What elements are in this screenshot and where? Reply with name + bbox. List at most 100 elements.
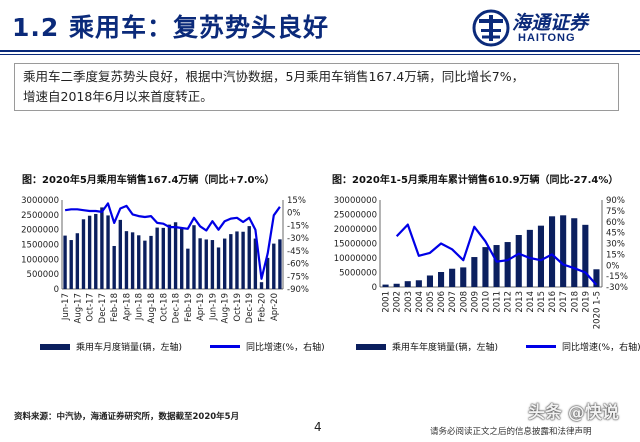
chart2-x-tick-label: 2015 (537, 291, 547, 313)
chart2-bar (560, 215, 567, 287)
chart1-left-tick-label: 1500000 (21, 241, 59, 251)
line-swatch-icon (526, 345, 557, 348)
chart1-left-tick-label: 0 (54, 285, 59, 295)
chart2-bar (482, 247, 489, 287)
chart2-bar (548, 216, 556, 287)
chart2-legend-bar: 乘用车年度销量(辆，左轴) (356, 340, 498, 353)
chart2-left-tick-label: 0 (372, 283, 377, 293)
chart1-monthly-sales: 0 500000 1000000 1500000 2000000 2500000 30000… (21, 196, 309, 323)
disclaimer-note: 请务必阅读正文之后的信息披露和法律声明 (430, 427, 592, 437)
line-swatch-icon (210, 345, 241, 348)
haitong-emblem-icon (472, 9, 510, 47)
bar-swatch-icon (40, 343, 70, 350)
chart1-x-tick-label: Jun-17 (61, 293, 71, 321)
chart2-bar (593, 269, 600, 287)
chart1-bar (167, 224, 172, 289)
chart1-bar (259, 282, 264, 289)
chart1-left-tick-label: 3000000 (21, 196, 59, 206)
chart1-x-tick-label: Apr-19 (196, 293, 206, 321)
chart2-x-tick-label: 2001 (382, 291, 392, 313)
chart1-bar (235, 231, 239, 289)
chart2-left-tick-label: 20000000 (334, 225, 377, 235)
chart2-bar (415, 280, 422, 287)
chart1-x-tick-label: Aug-19 (221, 293, 231, 323)
chart1-right-tick-label: -30% (287, 234, 309, 244)
chart2-right-tick-label: 90% (606, 196, 625, 206)
chart2-x-tick-label: 2017 (559, 291, 569, 313)
chart2-right-tick-label: 30% (606, 240, 625, 250)
chart1-bar (81, 219, 86, 289)
chart1-bar (210, 240, 215, 289)
chart2-bar (382, 284, 389, 287)
chart2-legend: 乘用车年度销量(辆，左轴) 同比增速(%，右轴) (356, 340, 640, 353)
chart1-bar (149, 235, 153, 289)
chart1-legend: 乘用车月度销量(辆，左轴) 同比增速(%，右轴) (40, 340, 353, 353)
chart2-x-tick-label: 2002 (393, 291, 403, 313)
chart2-bar (504, 242, 511, 287)
chart1-x-tick-label: Apr-20 (270, 293, 280, 321)
chart1-bar (241, 231, 245, 289)
bar-swatch-icon (356, 343, 386, 350)
chart2-bar (571, 218, 578, 287)
chart2-bar (582, 224, 589, 287)
chart1-bar (192, 225, 196, 289)
chart1-bar (75, 233, 80, 289)
chart2-bar (404, 281, 411, 287)
chart2-legend-line: 同比增速(%，右轴) (526, 340, 640, 353)
chart1-bar (130, 232, 135, 289)
summary-box: 乘用车二季度复苏势头良好，根据中汽协数据，5月乘用车销售167.4万辆，同比增长… (14, 63, 619, 111)
chart2-x-tick-label: 2018 (570, 291, 580, 313)
chart1-legend-bar: 乘用车月度销量(辆，左轴) (40, 340, 182, 353)
chart1-right-tick-label: -90% (287, 285, 309, 295)
chart1-bar (63, 235, 67, 289)
chart1-bar (222, 238, 227, 289)
chart1-bar (118, 219, 123, 289)
chart2-x-tick-label: 2004 (415, 291, 425, 313)
chart1-bar (100, 207, 104, 289)
chart2-bar (426, 275, 434, 287)
chart1-right-tick-label: 0% (287, 209, 301, 219)
company-logo: 海通证券 HAITONG (470, 8, 635, 48)
chart1-left-tick-label: 500000 (27, 270, 59, 280)
chart2-right-tick-label: -30% (606, 283, 628, 293)
logo-english-text: HAITONG (518, 32, 576, 44)
chart2-right-tick-label: 45% (606, 229, 625, 239)
chart2-x-tick-label: 2006 (437, 291, 447, 313)
chart1-bar (278, 239, 282, 289)
chart1-bar (229, 234, 233, 289)
header-divider-thick (0, 50, 640, 52)
chart1-bar (253, 238, 258, 289)
chart2-right-tick-label: -15% (606, 272, 628, 282)
chart1-left-tick-label: 1000000 (21, 255, 59, 265)
chart2-bar (471, 257, 478, 287)
chart1-bar (173, 222, 178, 289)
chart2-bar (515, 235, 522, 287)
chart1-bar (94, 213, 98, 289)
chart2-title: 图：2020年1-5月乘用车累计销售610.9万辆（同比-27.4%） (332, 175, 619, 186)
chart2-growth-line (395, 223, 598, 286)
chart1-legend-line: 同比增速(%，右轴) (210, 340, 325, 353)
chart2-x-tick-label: 2008 (459, 291, 469, 313)
source-note: 资料来源：中汽协，海通证券研究所，数据截至2020年5月 (14, 412, 240, 422)
chart1-bar (155, 227, 159, 289)
chart2-left-tick-label: 10000000 (334, 254, 377, 264)
chart1-right-tick-label: 15% (287, 196, 306, 206)
chart1-left-tick-label: 2000000 (21, 226, 59, 236)
chart1-bar (265, 257, 270, 289)
chart1-bar (69, 240, 73, 289)
chart1-legend-line-label: 同比增速(%，右轴) (246, 343, 325, 353)
chart1-x-tick-label: Dec-19 (245, 293, 255, 323)
chart2-bar (449, 268, 456, 287)
chart2-x-tick-label: 2003 (404, 291, 414, 313)
chart1-bar (186, 248, 190, 289)
chart1-bar (272, 243, 276, 289)
chart1-x-tick-label: Apr-18 (122, 293, 132, 321)
chart2-bar (493, 245, 500, 287)
chart1-growth-line (64, 202, 281, 280)
logo-chinese-text: 海通证券 (512, 12, 589, 34)
chart2-left-tick-label: 25000000 (334, 211, 377, 221)
watermark: 头条 @快说 (528, 403, 619, 423)
chart2-x-tick-label: 2019 (581, 291, 591, 313)
chart2-x-tick-label: 2007 (448, 291, 458, 313)
chart1-x-tick-label: Oct-18 (159, 293, 169, 322)
